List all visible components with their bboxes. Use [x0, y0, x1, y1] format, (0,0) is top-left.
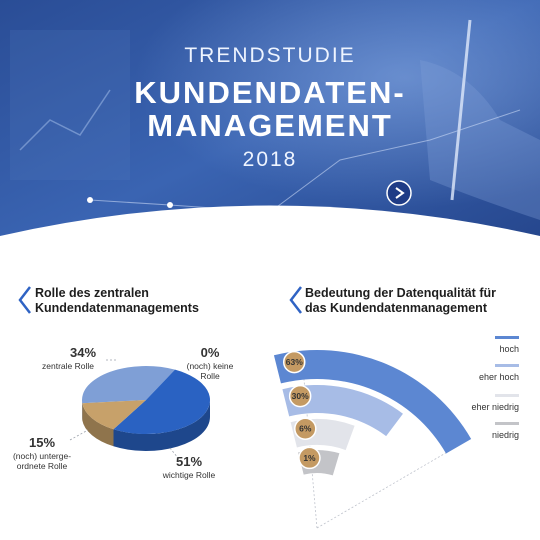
pie-slice-label: (noch) unterge- — [13, 451, 71, 461]
hero-title-line2: MANAGEMENT — [147, 108, 393, 143]
radial-chart-title-line2: das Kundendatenmanagement — [305, 301, 487, 315]
heading-bracket-icon — [289, 286, 302, 314]
pie-slice-percent: 51% — [176, 454, 202, 469]
pie-slice-label: Rolle — [200, 371, 220, 381]
pie-slice-label: zentrale Rolle — [42, 361, 94, 371]
pie-chart-title: Rolle des zentralen Kundendatenmanagemen… — [35, 286, 199, 316]
value-badge-label: 1% — [303, 453, 316, 463]
legend-swatch — [495, 364, 519, 367]
legend-swatch — [495, 394, 519, 397]
value-badge — [288, 384, 312, 408]
pie-leader-line — [69, 429, 89, 441]
hero-title-line1: KUNDENDATEN- — [134, 75, 406, 110]
network-node — [87, 197, 93, 203]
radial-bar — [273, 350, 472, 454]
hero-banner: TRENDSTUDIE KUNDENDATEN- MANAGEMENT 2018 — [0, 0, 540, 260]
legend-label: eher niedrig — [471, 402, 519, 412]
pie-chart-title-line2: Kundendatenmanagements — [35, 301, 199, 315]
radial-guide-line — [316, 439, 469, 529]
hero-year: 2018 — [242, 148, 298, 171]
hero-kicker: TRENDSTUDIE — [184, 44, 356, 67]
value-badge-label: 63% — [286, 357, 303, 367]
legend-label: niedrig — [492, 430, 519, 440]
value-badge — [294, 417, 317, 440]
legend-label: eher hoch — [479, 372, 519, 382]
chevron-right-icon — [395, 187, 405, 199]
pie-slice — [82, 366, 175, 404]
pie-slice-label: ordnete Rolle — [17, 461, 68, 471]
pie-slice — [113, 369, 211, 435]
hero-title: KUNDENDATEN- MANAGEMENT — [0, 76, 540, 142]
hero-overlay — [386, 180, 412, 206]
pie-slice-label: (noch) keine — [187, 361, 234, 371]
radial-chart-title: Bedeutung der Datenqualität für das Kund… — [305, 286, 496, 316]
radial-bar — [282, 385, 403, 437]
heading-bracket-icon — [18, 286, 31, 314]
value-badge — [298, 446, 321, 470]
pie-slice — [82, 400, 146, 430]
pie-slice-side — [82, 403, 114, 447]
value-badge-label: 30% — [292, 391, 309, 401]
pie-slice-side — [113, 400, 210, 451]
legend-label: hoch — [499, 344, 519, 354]
pie-chart — [82, 366, 211, 451]
pie-slice-percent: 15% — [29, 435, 55, 450]
radial-chart — [273, 336, 519, 529]
value-badge-label: 6% — [299, 424, 312, 434]
value-badge — [282, 350, 306, 374]
pie-slice-percent: 0% — [201, 345, 220, 360]
pie-slice-label: wichtige Rolle — [162, 470, 216, 480]
pie-slice-percent: 34% — [70, 345, 96, 360]
legend-swatch — [495, 422, 519, 425]
legend-swatch — [495, 336, 519, 339]
radial-chart-title-line1: Bedeutung der Datenqualität für — [305, 286, 496, 300]
pie-chart-title-line1: Rolle des zentralen — [35, 286, 149, 300]
network-node — [167, 202, 173, 208]
play-button[interactable] — [386, 180, 412, 206]
hero-background — [0, 0, 540, 260]
